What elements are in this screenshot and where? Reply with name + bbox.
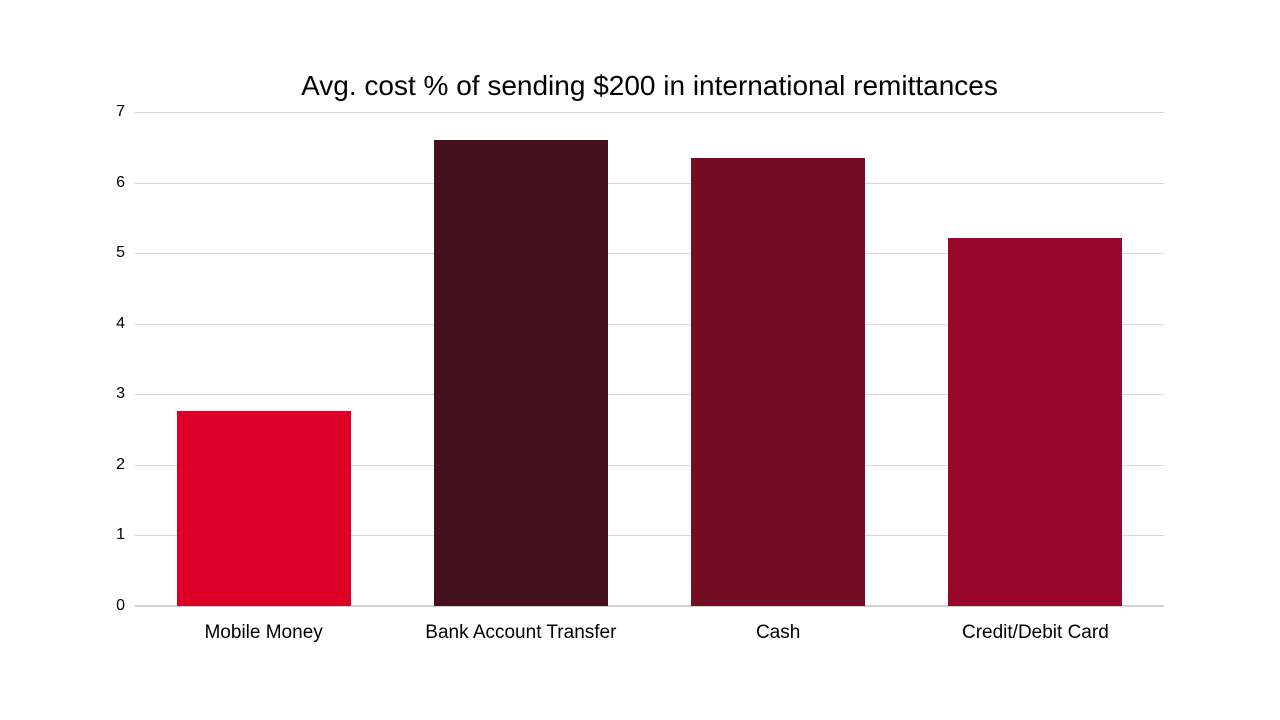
- y-axis-tick-label: 0: [116, 597, 125, 614]
- y-axis-tick-label: 3: [116, 385, 125, 403]
- gridline: [135, 253, 1164, 255]
- gridline: [135, 323, 1164, 325]
- x-axis-label-mobile-money: Mobile Money: [204, 622, 323, 643]
- y-axis-tick-label: 2: [116, 455, 125, 473]
- gridline: [135, 394, 1164, 396]
- gridline: [135, 535, 1164, 537]
- bar-mobile-money: [176, 410, 351, 606]
- y-axis-tick-label: 5: [116, 244, 125, 262]
- chart-title: Avg. cost % of sending $200 in internati…: [301, 70, 998, 101]
- x-axis-label-credit-debit-card: Credit/Debit Card: [961, 622, 1109, 643]
- x-axis-baseline: [135, 605, 1164, 607]
- y-axis-tick-label: 1: [116, 526, 125, 544]
- plot-area: [135, 112, 1164, 607]
- x-axis-label-cash: Cash: [755, 622, 801, 643]
- bar-cash: [691, 157, 866, 606]
- y-axis-tick-label: 4: [116, 314, 125, 332]
- gridline: [135, 182, 1164, 184]
- bar-credit-debit-card: [948, 238, 1123, 606]
- y-axis-tick-label: 6: [116, 173, 125, 191]
- bar-bank-account-transfer: [433, 140, 608, 606]
- gridline: [135, 464, 1164, 466]
- y-axis-tick-label: 7: [116, 103, 125, 120]
- x-axis-label-bank-account-transfer: Bank Account Transfer: [425, 622, 617, 643]
- gridline: [135, 112, 1164, 113]
